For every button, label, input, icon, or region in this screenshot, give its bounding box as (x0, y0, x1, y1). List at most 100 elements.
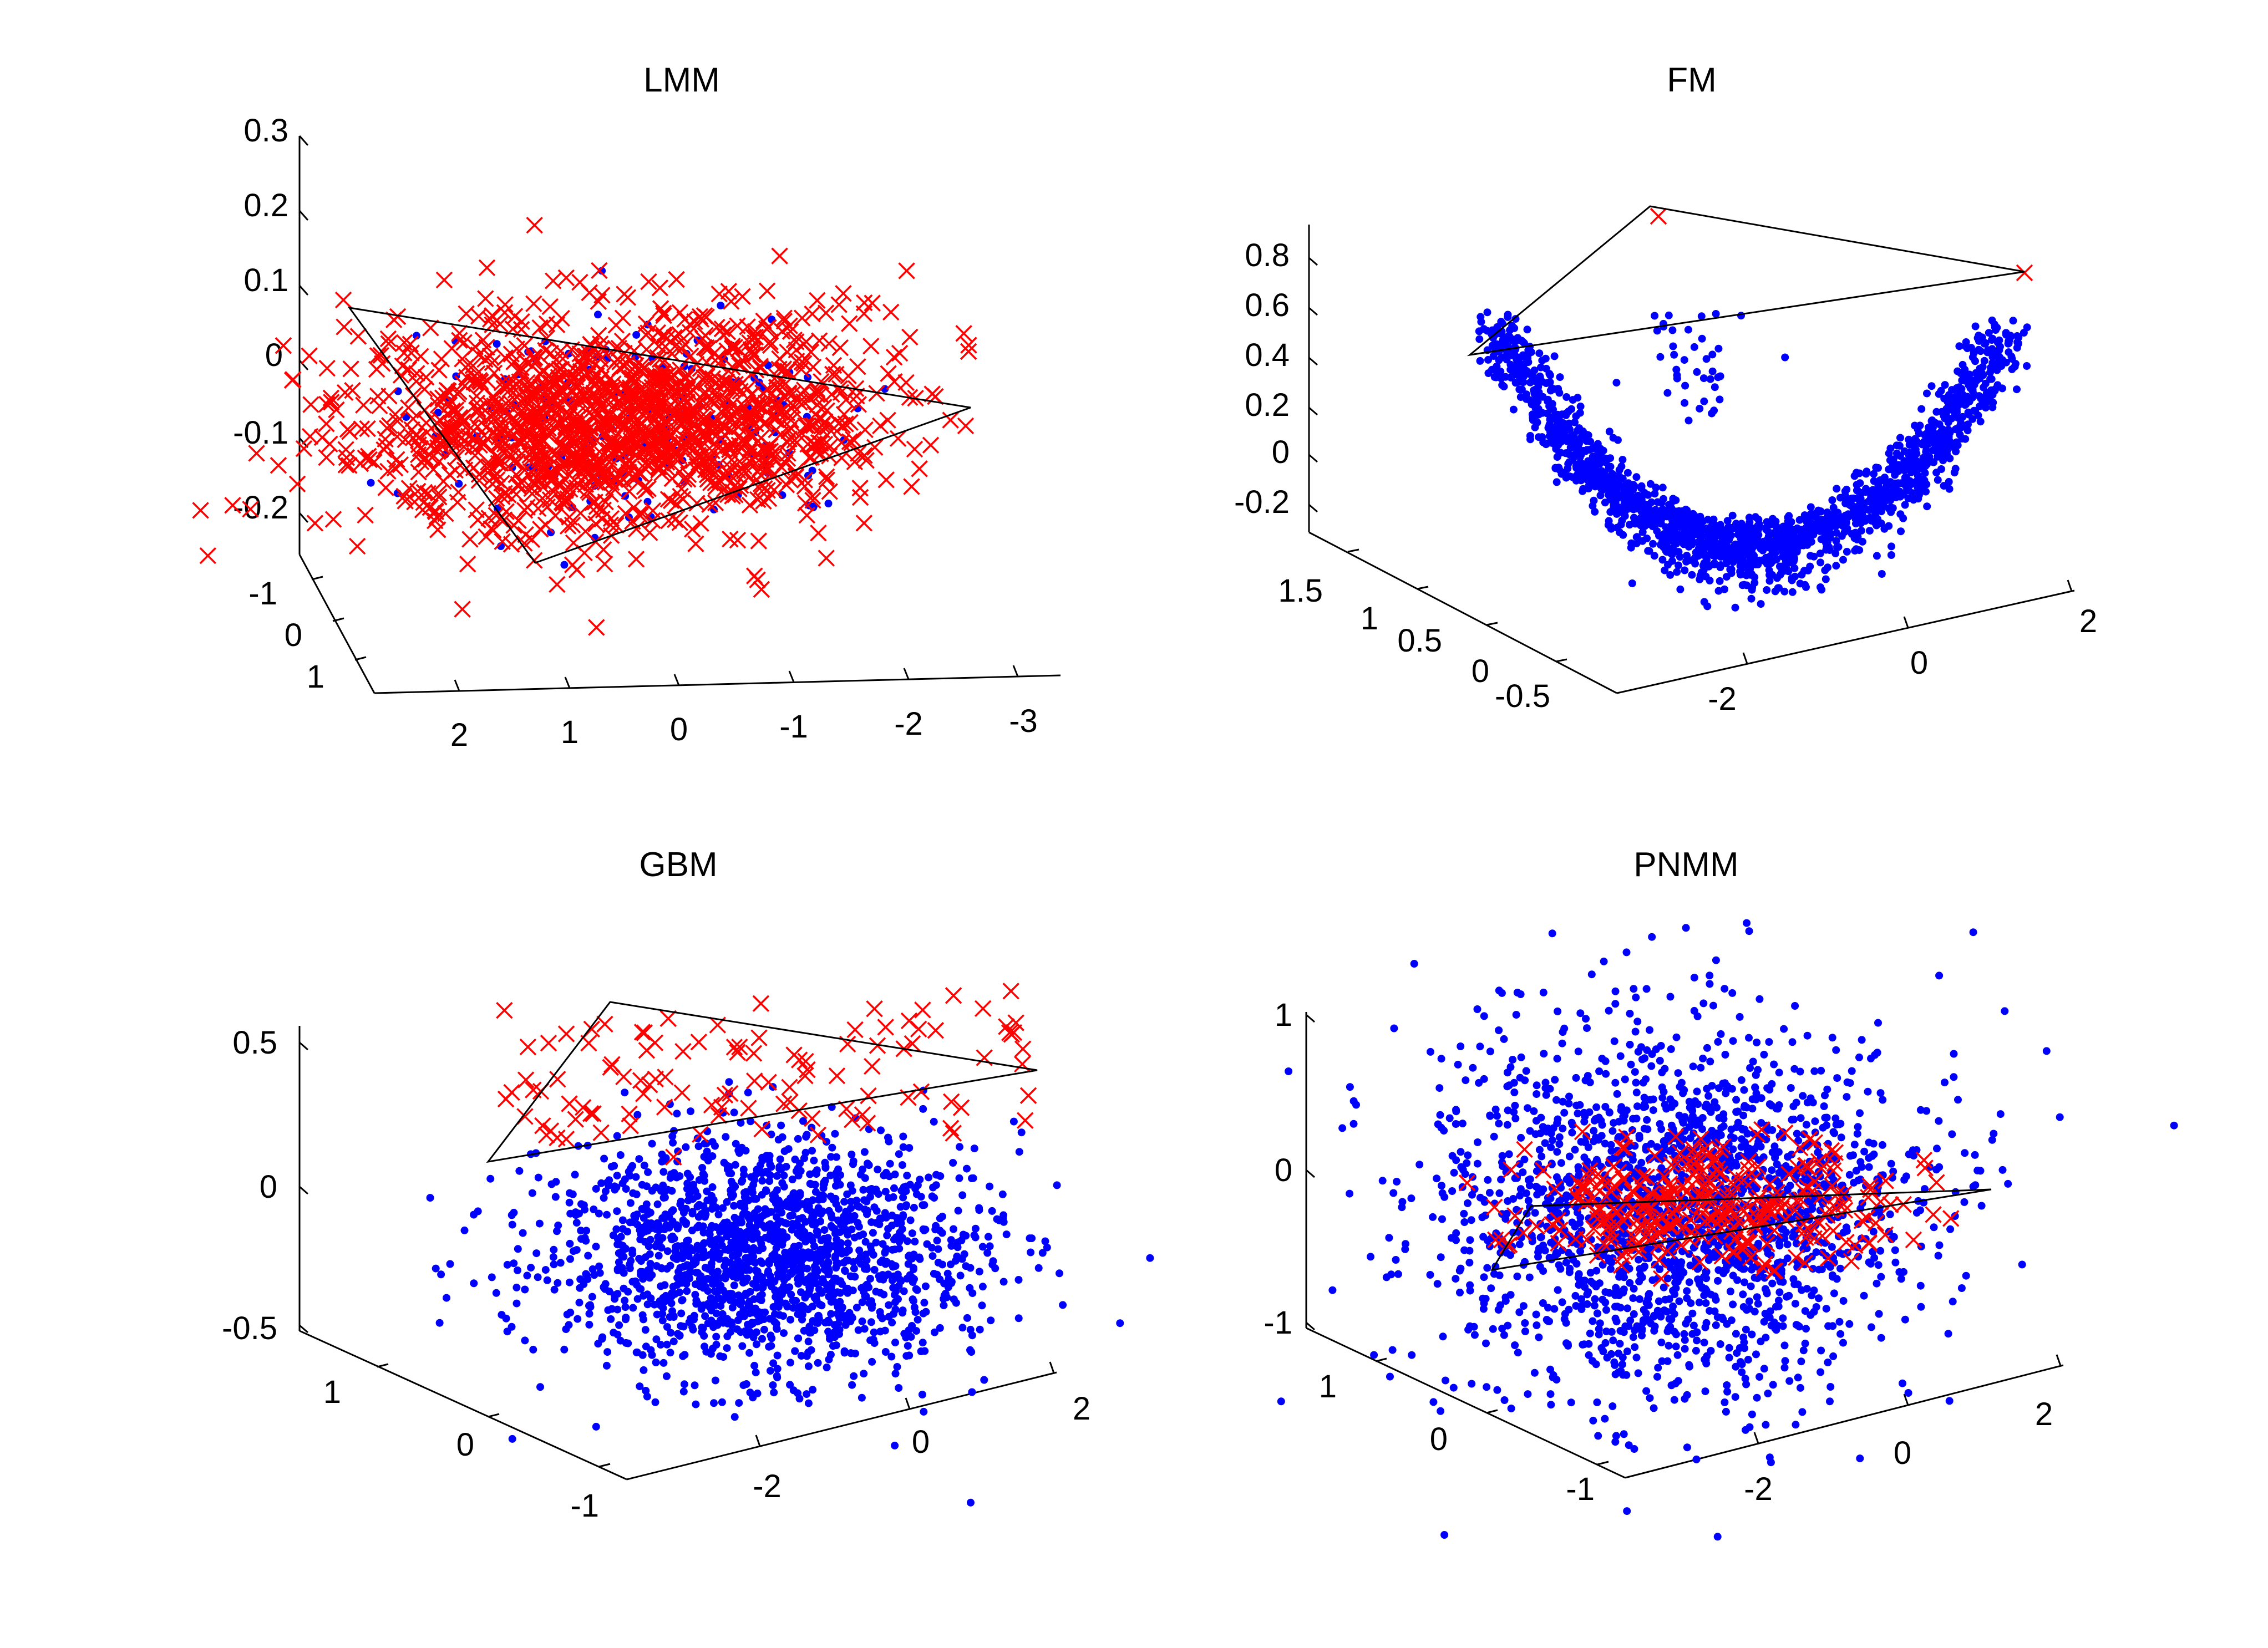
data-point (502, 1314, 510, 1323)
data-point (721, 1274, 729, 1283)
data-point (919, 1105, 927, 1113)
data-point (1712, 310, 1720, 318)
data-point (998, 1190, 1007, 1198)
vertex-marker (551, 382, 568, 399)
data-point (621, 1089, 629, 1097)
simplex-triangle (347, 306, 971, 564)
vertex-marker (872, 417, 889, 435)
data-point (1568, 438, 1576, 446)
data-point (936, 1324, 944, 1332)
data-point (955, 1174, 963, 1182)
data-point (594, 311, 602, 319)
vertex-marker (519, 374, 536, 391)
data-point (708, 1205, 716, 1213)
data-point (920, 1407, 928, 1416)
x-tick-mark (1012, 665, 1019, 677)
data-point (885, 1137, 893, 1146)
data-point (1628, 579, 1636, 587)
vertex-marker (864, 294, 881, 312)
data-point (919, 1339, 927, 1347)
vertex-marker (395, 344, 413, 362)
data-point (1930, 434, 1938, 442)
data-point (1957, 369, 1965, 378)
vertex-marker (879, 411, 896, 429)
data-point (1605, 517, 1613, 525)
vertex-marker (833, 434, 850, 451)
data-point (769, 1359, 778, 1367)
vertex-marker (752, 358, 769, 375)
data-point (1858, 537, 1866, 546)
vertex-marker (561, 405, 578, 423)
data-point (1632, 473, 1641, 481)
data-point (1688, 571, 1696, 579)
vertex-marker (469, 400, 486, 418)
data-point (1700, 397, 1708, 405)
data-point (1534, 405, 1543, 413)
data-point (970, 1231, 978, 1239)
data-point (1742, 571, 1751, 579)
data-point (1817, 535, 1825, 543)
data-point (566, 1209, 575, 1218)
data-point (773, 1172, 781, 1180)
data-point (849, 1157, 858, 1166)
vertex-marker (513, 313, 530, 330)
data-point (774, 1136, 783, 1144)
data-point (676, 1200, 684, 1208)
data-point (1737, 312, 1745, 320)
vertex-marker (318, 449, 335, 466)
data-point (1679, 531, 1687, 540)
data-point (966, 1264, 975, 1272)
data-point (1041, 1237, 1049, 1245)
z-tick-label: 0 (1272, 434, 1290, 470)
data-point (1738, 521, 1746, 530)
z-tick-mark (299, 1041, 308, 1051)
data-point (659, 1168, 668, 1176)
plot-title: GBM (639, 846, 717, 884)
data-point (560, 561, 569, 569)
data-point (1851, 547, 1859, 555)
data-point (1780, 587, 1789, 596)
data-point (872, 1219, 880, 1227)
data-point (648, 1140, 656, 1148)
data-point (1475, 327, 1483, 335)
data-point (1519, 351, 1527, 359)
vertex-marker (482, 396, 499, 414)
vertex-marker (355, 396, 372, 414)
data-point (963, 1164, 971, 1173)
vertex-marker (318, 359, 336, 377)
vertex-marker (443, 340, 460, 357)
vertex-marker (591, 262, 608, 279)
data-point (734, 1291, 743, 1299)
data-point (1146, 1254, 1154, 1262)
data-point (1917, 405, 1926, 413)
vertex-marker (835, 405, 853, 423)
vertex-marker (295, 440, 313, 457)
data-point (1852, 520, 1860, 528)
vertex-marker (578, 364, 596, 382)
data-point (1885, 522, 1893, 530)
data-point (895, 1384, 903, 1392)
vertex-marker (508, 486, 525, 503)
vertex-marker (491, 400, 509, 418)
vertex-marker (700, 339, 718, 357)
data-point (704, 1287, 712, 1295)
data-point (1017, 1128, 1026, 1137)
vertex-marker (623, 424, 640, 442)
vertex-marker (454, 601, 471, 618)
data-point (730, 1281, 738, 1289)
data-point (566, 1189, 574, 1197)
data-point (902, 1352, 911, 1360)
data-point (694, 1142, 703, 1151)
vertex-marker (595, 541, 612, 558)
data-point (1968, 353, 1977, 362)
data-point (1911, 445, 1920, 454)
data-point (1520, 360, 1528, 369)
data-point (1728, 511, 1737, 520)
y-tick-mark (377, 1363, 389, 1368)
vertex-marker (754, 384, 772, 402)
data-point (958, 1191, 967, 1199)
data-point (777, 1121, 785, 1130)
data-point (1748, 534, 1757, 542)
data-point (532, 1249, 541, 1258)
vertex-marker (824, 365, 841, 383)
